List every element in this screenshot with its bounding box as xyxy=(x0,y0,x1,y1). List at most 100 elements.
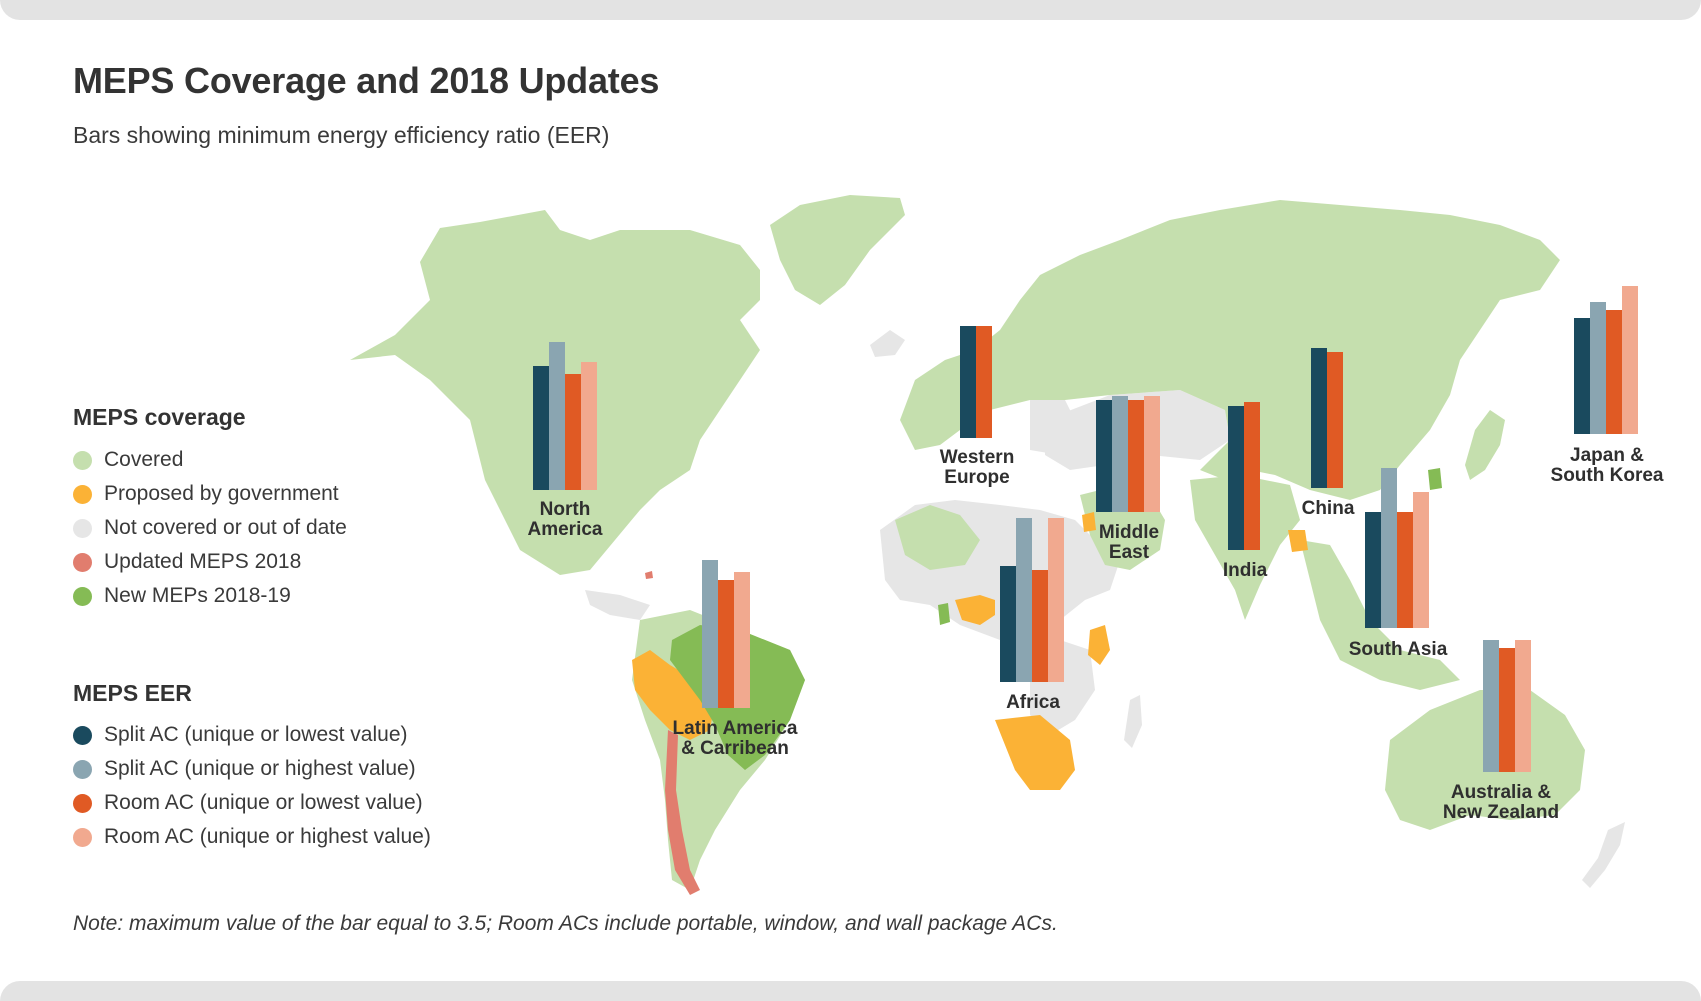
eer-bar-africa-0 xyxy=(1000,566,1016,682)
land-east-europe xyxy=(1030,400,1080,455)
chart-note: Note: maximum value of the bar equal to … xyxy=(73,912,1058,935)
legend-coverage-swatch xyxy=(73,484,92,504)
eer-bar-africa-1 xyxy=(1016,518,1032,682)
land-bangladesh xyxy=(1288,530,1308,552)
bottom-frame-bar xyxy=(0,981,1701,1001)
eer-bar-middle-east-1 xyxy=(1112,396,1128,512)
land-masses xyxy=(350,195,1625,895)
region-label-north-america: North xyxy=(540,499,591,520)
legend-eer-swatch xyxy=(73,827,92,847)
legend-coverage-item: Proposed by government xyxy=(73,477,347,511)
legend-coverage-swatch xyxy=(73,518,92,538)
eer-bar-middle-east-3 xyxy=(1144,396,1160,512)
legend-eer-swatch xyxy=(73,725,92,745)
region-label-south-asia: South Asia xyxy=(1349,639,1448,660)
land-japan xyxy=(1465,410,1505,480)
region-label-western-europe: Western xyxy=(940,447,1015,468)
region-label-latin-america: & Carribean xyxy=(681,738,789,759)
eer-bar-africa-3 xyxy=(1048,518,1064,682)
land-southern-africa xyxy=(995,715,1075,790)
eer-bar-western-europe-2 xyxy=(976,326,992,438)
land-new-zealand xyxy=(1582,822,1625,888)
region-label-middle-east: East xyxy=(1109,542,1150,563)
land-caribbean-patch xyxy=(645,571,653,579)
region-label-middle-east: Middle xyxy=(1099,522,1159,543)
eer-bar-layer xyxy=(533,286,1638,772)
eer-bar-north-america-3 xyxy=(581,362,597,490)
eer-bar-japan-south-korea-0 xyxy=(1574,318,1590,434)
land-ghana xyxy=(938,603,950,625)
eer-bar-latin-america-2 xyxy=(718,580,734,708)
eer-bar-middle-east-2 xyxy=(1128,400,1144,512)
legend-eer-label: Split AC (unique or lowest value) xyxy=(104,723,408,746)
eer-bar-india-0 xyxy=(1228,406,1244,550)
legend-coverage-item: Covered xyxy=(73,443,347,477)
eer-bar-china-0 xyxy=(1311,348,1327,488)
land-nigeria xyxy=(955,595,995,625)
legend-coverage-item: Updated MEPS 2018 xyxy=(73,545,347,579)
legend-coverage-label: Covered xyxy=(104,448,184,471)
land-peru-bolivia xyxy=(632,650,715,740)
legend-coverage-list: Covered Proposed by government Not covered… xyxy=(73,443,347,613)
region-label-australia-new-zealand: New Zealand xyxy=(1443,802,1559,823)
legend-eer-item: Room AC (unique or highest value) xyxy=(73,820,431,854)
legend-coverage-item: New MEPs 2018-19 xyxy=(73,579,347,613)
eer-bar-south-asia-2 xyxy=(1397,512,1413,628)
eer-bar-china-2 xyxy=(1327,352,1343,488)
region-label-north-america: America xyxy=(528,519,603,540)
page-title: MEPS Coverage and 2018 Updates xyxy=(73,60,660,101)
eer-bar-middle-east-0 xyxy=(1096,400,1112,512)
eer-bar-south-asia-0 xyxy=(1365,512,1381,628)
legend-coverage-label: Proposed by government xyxy=(104,482,339,505)
eer-bar-india-2 xyxy=(1244,402,1260,550)
region-label-africa: Africa xyxy=(1006,692,1060,713)
eer-bar-north-america-0 xyxy=(533,366,549,490)
land-central-america xyxy=(585,590,650,620)
page-subtitle: Bars showing minimum energy efficiency r… xyxy=(73,122,610,148)
eer-bar-africa-2 xyxy=(1032,570,1048,682)
legend-eer-swatch xyxy=(73,793,92,813)
land-korea xyxy=(1428,468,1442,490)
legend-coverage-swatch xyxy=(73,552,92,572)
region-label-japan-south-korea: Japan & xyxy=(1570,445,1644,466)
legend-coverage-label: New MEPs 2018-19 xyxy=(104,584,291,607)
legend-eer-label: Split AC (unique or highest value) xyxy=(104,757,416,780)
eer-bar-western-europe-0 xyxy=(960,326,976,438)
land-eurasia xyxy=(900,200,1560,500)
land-chile xyxy=(665,730,700,895)
region-label-latin-america: Latin America xyxy=(673,718,798,739)
land-arctic-islands xyxy=(870,330,905,357)
eer-bar-japan-south-korea-3 xyxy=(1622,286,1638,434)
region-label-china: China xyxy=(1302,498,1355,519)
legend-eer-list: Split AC (unique or lowest value) Split A… xyxy=(73,718,431,854)
legend-eer-title: MEPS EER xyxy=(73,680,192,706)
top-frame-bar xyxy=(0,0,1701,20)
land-southeast-asia xyxy=(1300,540,1460,690)
legend-coverage-label: Not covered or out of date xyxy=(104,516,347,539)
legend-eer-label: Room AC (unique or lowest value) xyxy=(104,791,423,814)
eer-bar-australia-new-zealand-3 xyxy=(1515,640,1531,772)
legend-coverage-swatch xyxy=(73,586,92,606)
eer-bar-australia-new-zealand-1 xyxy=(1483,640,1499,772)
legend-coverage-swatch xyxy=(73,450,92,470)
legend-coverage-item: Not covered or out of date xyxy=(73,511,347,545)
legend-eer-item: Split AC (unique or lowest value) xyxy=(73,718,431,752)
region-label-australia-new-zealand: Australia & xyxy=(1451,782,1552,803)
region-label-japan-south-korea: South Korea xyxy=(1551,465,1664,486)
region-label-western-europe: Europe xyxy=(944,467,1009,488)
region-label-india: India xyxy=(1223,560,1268,581)
legend-eer-item: Split AC (unique or highest value) xyxy=(73,752,431,786)
eer-bar-japan-south-korea-1 xyxy=(1590,302,1606,434)
eer-bar-south-asia-1 xyxy=(1381,468,1397,628)
eer-bar-australia-new-zealand-2 xyxy=(1499,648,1515,772)
eer-bar-south-asia-3 xyxy=(1413,492,1429,628)
legend-eer-swatch xyxy=(73,759,92,779)
land-western-africa xyxy=(895,505,980,570)
eer-bar-latin-america-3 xyxy=(734,572,750,708)
legend-eer-item: Room AC (unique or lowest value) xyxy=(73,786,431,820)
legend-coverage-label: Updated MEPS 2018 xyxy=(104,550,302,573)
land-greenland xyxy=(770,195,905,305)
eer-bar-north-america-1 xyxy=(549,342,565,490)
legend-eer-label: Room AC (unique or highest value) xyxy=(104,825,431,848)
